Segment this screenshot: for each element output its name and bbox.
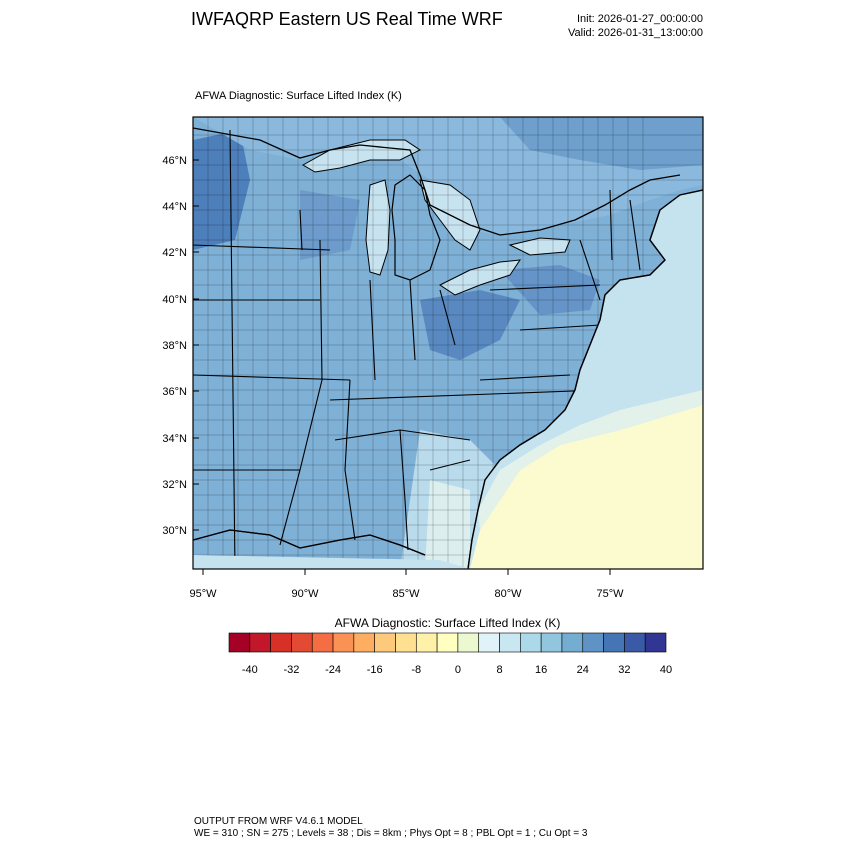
gulf-coastline-overlay xyxy=(193,529,426,556)
colorbar-swatch xyxy=(311,632,334,653)
latitude-axis: 46°N 44°N 42°N 40°N 38°N 36°N 34°N 32°N 30°N xyxy=(162,155,199,537)
colorbar-swatch xyxy=(436,632,459,653)
footer-model-line: OUTPUT FROM WRF V4.6.1 MODEL xyxy=(194,816,363,827)
colorbar-swatch xyxy=(478,632,500,653)
lon-tick-label: 85°W xyxy=(392,588,420,600)
lat-tick-label: 44°N xyxy=(162,201,187,213)
init-time: Init: 2026-01-27_00:00:00 xyxy=(577,13,703,25)
colorbar-swatch xyxy=(457,632,480,653)
field-strong-blue-pa xyxy=(500,265,600,315)
colorbar-tick-label: 0 xyxy=(455,664,461,676)
lon-tick-label: 75°W xyxy=(596,588,624,600)
colorbar-tick-label: 32 xyxy=(618,664,630,676)
field-strong-blue-west xyxy=(193,130,250,250)
colorbar-swatch xyxy=(415,632,438,653)
colorbar-swatch xyxy=(561,632,584,653)
colorbar-swatch xyxy=(499,632,521,653)
colorbar-swatch xyxy=(374,632,396,653)
lat-tick-label: 46°N xyxy=(162,155,187,167)
map-title: AFWA Diagnostic: Surface Lifted Index (K… xyxy=(195,90,402,102)
colorbar-swatch xyxy=(540,632,563,653)
lat-tick-label: 36°N xyxy=(162,386,187,398)
map-frame xyxy=(192,116,704,570)
lake-erie xyxy=(439,259,522,296)
lat-tick-label: 38°N xyxy=(162,340,187,352)
longitude-axis: 95°W 90°W 85°W 80°W 75°W xyxy=(189,569,624,600)
gulf-water xyxy=(193,555,470,569)
lon-tick-label: 90°W xyxy=(291,588,319,600)
lon-tick-label: 80°W xyxy=(494,588,522,600)
colorbar-tick-label: -8 xyxy=(411,664,421,676)
ocean-transition xyxy=(478,390,703,530)
colorbar-tick-label: 8 xyxy=(496,664,502,676)
lat-tick-label: 32°N xyxy=(162,479,187,491)
colorbar-tick-label: -16 xyxy=(367,664,383,676)
footer-config-line: WE = 310 ; SN = 275 ; Levels = 38 ; Dis … xyxy=(194,828,588,839)
lat-tick-label: 42°N xyxy=(162,247,187,259)
colorbar-title: AFWA Diagnostic: Surface Lifted Index (K… xyxy=(334,616,561,630)
lat-tick-label: 30°N xyxy=(162,525,187,537)
colorbar-swatch xyxy=(249,632,271,653)
valid-time: Valid: 2026-01-31_13:00:00 xyxy=(568,27,703,39)
canada-border xyxy=(193,127,681,236)
lon-tick-label: 95°W xyxy=(189,588,217,600)
colorbar-swatch xyxy=(228,632,251,653)
colorbar-swatch xyxy=(624,632,646,653)
ocean-warm-region xyxy=(470,405,703,569)
page-title: IWFAQRP Eastern US Real Time WRF xyxy=(191,9,503,29)
colorbar-swatch xyxy=(520,632,542,653)
colorbar-swatch xyxy=(582,632,604,653)
colorbar-tick-label: -24 xyxy=(325,664,341,676)
lat-tick-label: 40°N xyxy=(162,294,187,306)
colorbar-tick-label: 40 xyxy=(660,664,672,676)
field-pale-georgia xyxy=(425,480,470,569)
colorbar-tick-label: -32 xyxy=(283,664,299,676)
colorbar-swatch xyxy=(644,632,667,653)
colorbar-tick-label: 16 xyxy=(535,664,547,676)
lat-tick-label: 34°N xyxy=(162,433,187,445)
lake-michigan xyxy=(365,179,391,276)
colorbar-swatch xyxy=(603,632,625,653)
lake-ontario xyxy=(508,237,571,256)
colorbar-swatch xyxy=(291,632,313,653)
field-quebec-blue xyxy=(500,117,703,170)
colorbar-swatch xyxy=(332,632,355,653)
map-plot-area xyxy=(193,117,703,569)
colorbar-tick-label: 24 xyxy=(577,664,589,676)
colorbar-swatch xyxy=(353,632,375,653)
colorbar-tick-label: -40 xyxy=(242,664,258,676)
colorbar-swatch xyxy=(395,632,417,653)
east-coastline-overlay xyxy=(467,189,703,569)
colorbar-swatch xyxy=(270,632,292,653)
colorbar: -40 -32 -24 -16 -8 0 8 16 24 32 40 xyxy=(228,632,672,676)
